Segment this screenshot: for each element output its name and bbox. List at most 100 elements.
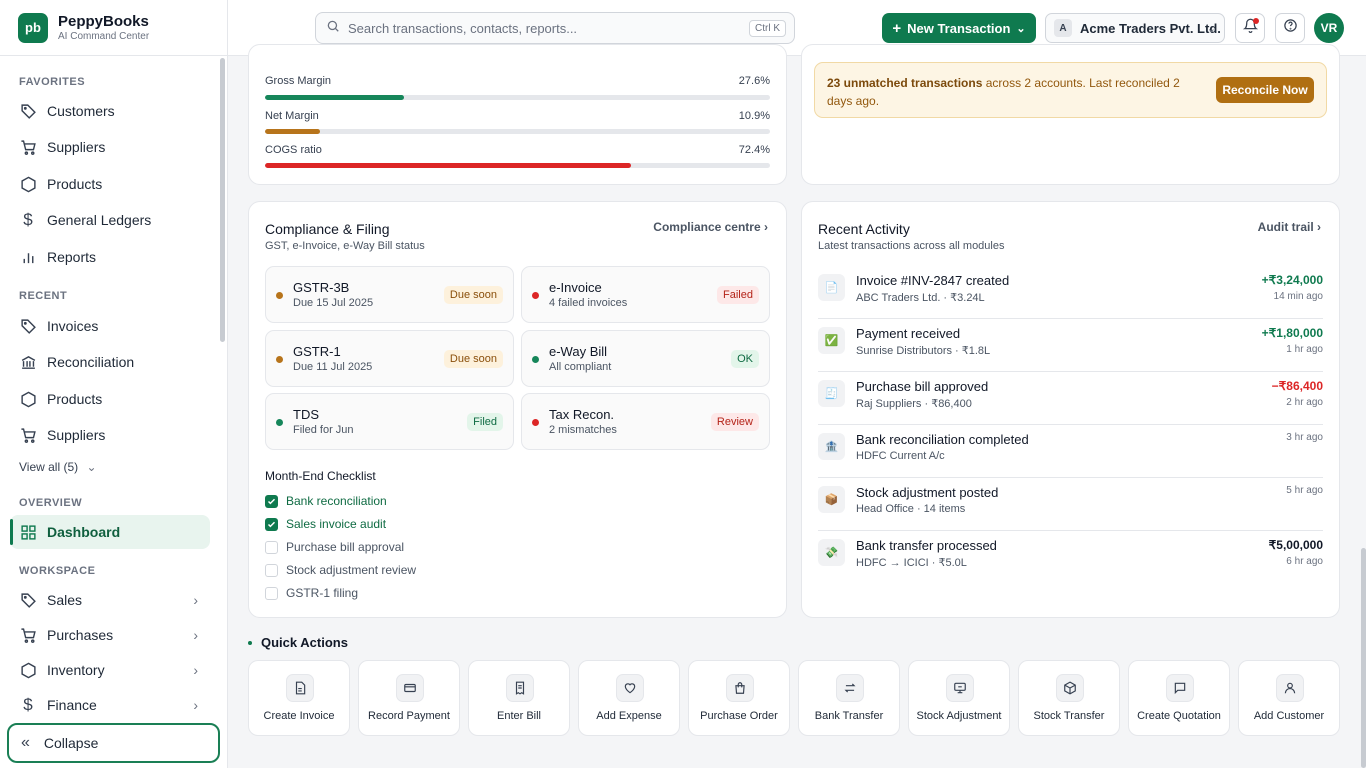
sidebar-item-label: Inventory — [47, 662, 105, 678]
sidebar-item-products-recent[interactable]: Products — [10, 382, 210, 416]
sidebar-item-suppliers[interactable]: Suppliers — [10, 130, 210, 164]
activity-title: Bank reconciliation completed — [856, 432, 1029, 447]
quick-action-add-customer[interactable]: Add Customer — [1238, 660, 1340, 736]
sidebar-item-label: Invoices — [47, 318, 99, 334]
status-badge: OK — [731, 350, 759, 368]
filing-e-invoice[interactable]: e-Invoice 4 failed invoices Failed — [521, 266, 770, 323]
quick-action-label: Create Quotation — [1137, 710, 1221, 722]
checklist-item[interactable]: Sales invoice audit — [265, 516, 386, 532]
reconcile-now-button[interactable]: Reconcile Now — [1216, 77, 1314, 103]
company-name: Acme Traders Pvt. Ltd. — [1080, 20, 1221, 36]
net-margin-bar — [265, 129, 770, 134]
filing-gstr-1[interactable]: GSTR-1 Due 11 Jul 2025 Due soon — [265, 330, 514, 387]
activity-amount: +₹1,80,000 — [1261, 326, 1323, 340]
checklist-item[interactable]: Stock adjustment review — [265, 562, 416, 578]
notifications-button[interactable] — [1235, 13, 1265, 43]
collapse-label: Collapse — [43, 735, 99, 751]
sidebar-item-customers[interactable]: Customers — [10, 94, 210, 128]
quick-action-record-payment[interactable]: Record Payment — [358, 660, 460, 736]
avatar[interactable]: VR — [1314, 13, 1344, 43]
sidebar-item-products[interactable]: Products — [10, 167, 210, 201]
sidebar-item-reports[interactable]: Reports — [10, 240, 210, 274]
checklist-item[interactable]: Bank reconciliation — [265, 493, 387, 509]
sidebar-item-label: Suppliers — [47, 427, 106, 443]
quick-action-enter-bill[interactable]: Enter Bill — [468, 660, 570, 736]
activity-title: Purchase bill approved — [856, 379, 989, 394]
net-margin-value: 10.9% — [738, 110, 770, 122]
search-box[interactable]: Ctrl K — [315, 12, 795, 44]
quick-action-purchase-order[interactable]: Purchase Order — [688, 660, 790, 736]
activity-row[interactable]: 💸 Bank transfer processed HDFC → ICICI · ₹… — [818, 531, 1323, 584]
status-dot — [532, 419, 539, 426]
sidebar-item-suppliers-recent[interactable]: Suppliers — [10, 418, 210, 452]
filing-gstr-3b[interactable]: GSTR-3B Due 15 Jul 2025 Due soon — [265, 266, 514, 323]
activity-row[interactable]: 🧾 Purchase bill approved Raj Suppliers · ₹… — [818, 372, 1323, 425]
activity-row[interactable]: 🏦 Bank reconciliation completed HDFC Curre… — [818, 425, 1323, 478]
sidebar-scrollbar[interactable] — [220, 58, 225, 342]
sidebar-item-label: Dashboard — [47, 524, 121, 540]
page-scrollbar[interactable] — [1361, 548, 1366, 768]
filing-tds[interactable]: TDS Filed for Jun Filed — [265, 393, 514, 450]
box-icon: 📦 — [818, 486, 845, 513]
margins-card: Gross Margin 27.6% Net Margin 10.9% COGS… — [248, 44, 787, 185]
quick-action-label: Add Expense — [596, 710, 662, 722]
sidebar-item-purchases[interactable]: Purchases › — [10, 618, 210, 652]
search-input[interactable] — [348, 20, 728, 36]
checklist-label: Bank reconciliation — [286, 494, 387, 508]
collapse-button[interactable]: « Collapse — [7, 723, 220, 763]
filing-e-way-bill[interactable]: e-Way Bill All compliant OK — [521, 330, 770, 387]
audit-trail-link[interactable]: Audit trail › — [1258, 220, 1321, 234]
hexagon-icon — [19, 390, 37, 408]
sidebar-item-dashboard[interactable]: Dashboard — [10, 515, 210, 549]
checkbox-unchecked-icon[interactable] — [265, 586, 278, 600]
quick-action-stock-adjustment[interactable]: Stock Adjustment — [908, 660, 1010, 736]
quick-action-bank-transfer[interactable]: Bank Transfer — [798, 660, 900, 736]
sidebar-item-reconciliation[interactable]: Reconciliation — [10, 345, 210, 379]
view-all-recent[interactable]: View all (5) ⌄ — [19, 460, 97, 474]
bank-icon — [19, 353, 37, 371]
brand[interactable]: pb PeppyBooks AI Command Center — [0, 0, 227, 56]
unmatched-alert: 23 unmatched transactions across 2 accou… — [814, 62, 1327, 118]
status-badge: Due soon — [443, 286, 503, 304]
chevron-right-icon: › — [193, 592, 198, 608]
quick-action-stock-transfer[interactable]: Stock Transfer — [1018, 660, 1120, 736]
sidebar-item-finance[interactable]: $ Finance › — [10, 688, 210, 722]
activity-time: 5 hr ago — [1286, 485, 1323, 496]
receipt-icon — [506, 674, 534, 702]
filing-tax-recon[interactable]: Tax Recon. 2 mismatches Review — [521, 393, 770, 450]
checkbox-unchecked-icon[interactable] — [265, 540, 278, 554]
sidebar-item-sales[interactable]: Sales › — [10, 583, 210, 617]
checklist-item[interactable]: Purchase bill approval — [265, 539, 404, 555]
checklist-item[interactable]: GSTR-1 filing — [265, 585, 358, 601]
message-icon — [1166, 674, 1194, 702]
activity-row[interactable]: 📦 Stock adjustment posted Head Office · 14… — [818, 478, 1323, 531]
net-margin-label: Net Margin — [265, 110, 319, 122]
sidebar-item-general-ledgers[interactable]: $ General Ledgers — [10, 203, 210, 237]
compliance-centre-link[interactable]: Compliance centre › — [653, 220, 768, 234]
activity-subtitle: Sunrise Distributors · ₹1.8L — [856, 345, 991, 357]
filing-desc: Due 15 Jul 2025 — [293, 297, 374, 309]
check-icon: ✅ — [818, 327, 845, 354]
activity-row[interactable]: ✅ Payment received Sunrise Distributors · … — [818, 319, 1323, 372]
document-icon: 📄 — [818, 274, 845, 301]
checkbox-checked-icon[interactable] — [265, 494, 278, 508]
dollar-icon: $ — [23, 210, 33, 229]
new-transaction-button[interactable]: + New Transaction ⌄ — [882, 13, 1036, 43]
checkbox-checked-icon[interactable] — [265, 517, 278, 531]
filing-name: GSTR-1 — [293, 344, 341, 359]
filing-name: Tax Recon. — [549, 407, 615, 422]
checkbox-unchecked-icon[interactable] — [265, 563, 278, 577]
activity-row[interactable]: 📄 Invoice #INV-2847 created ABC Traders Lt… — [818, 266, 1323, 319]
filing-desc: 4 failed invoices — [549, 297, 628, 309]
quick-action-add-expense[interactable]: Add Expense — [578, 660, 680, 736]
quick-action-create-invoice[interactable]: Create Invoice — [248, 660, 350, 736]
sidebar-item-invoices[interactable]: Invoices — [10, 309, 210, 343]
company-switcher[interactable]: A Acme Traders Pvt. Ltd. ⌄ — [1045, 13, 1225, 43]
sidebar-item-inventory[interactable]: Inventory › — [10, 653, 210, 687]
grid-icon — [19, 523, 37, 541]
quick-action-create-quotation[interactable]: Create Quotation — [1128, 660, 1230, 736]
package-icon — [1056, 674, 1084, 702]
quick-action-label: Record Payment — [368, 710, 450, 722]
help-button[interactable] — [1275, 13, 1305, 43]
activity-time: 6 hr ago — [1286, 556, 1323, 567]
